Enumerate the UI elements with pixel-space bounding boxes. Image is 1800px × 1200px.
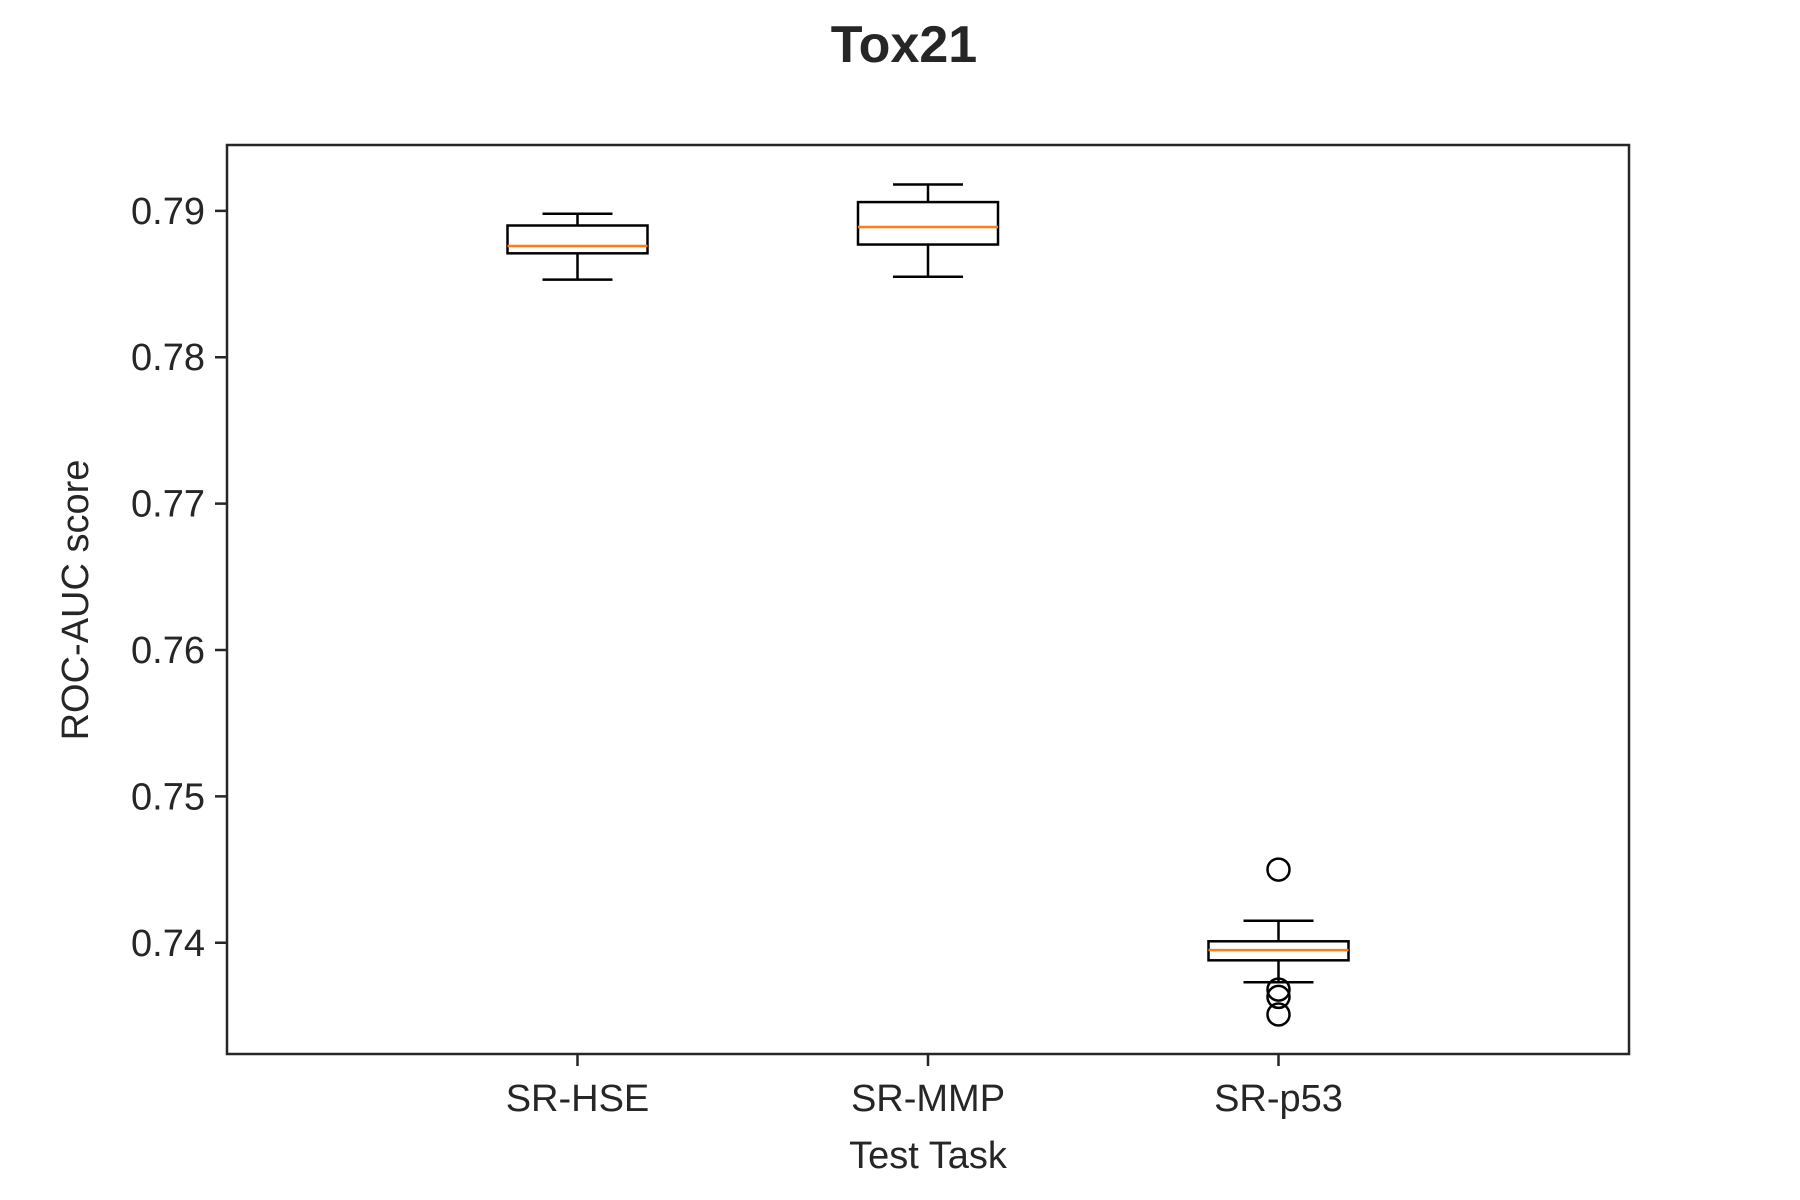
box-iqr [506,224,649,255]
x-axis-label: Test Task [849,1135,1008,1177]
x-tick-label: SR-p53 [1214,1078,1343,1120]
y-tick-label: 0.78 [131,337,205,379]
x-tick-label: SR-HSE [506,1078,650,1120]
y-tick-label: 0.74 [131,923,205,965]
outlier-point [1266,984,1291,1010]
chart-title: Tox21 [831,16,977,74]
box-iqr [856,200,1000,246]
y-axis-label: ROC-AUC score [55,460,97,741]
y-tick-label: 0.75 [131,776,205,818]
y-tick-label: 0.76 [131,630,205,672]
outlier-point [1266,857,1291,882]
boxes [506,183,1350,1027]
outlier-point [1266,977,1291,1002]
outlier-point [1266,1002,1291,1027]
y-tick-label: 0.77 [131,484,205,526]
box-sr-hse [506,212,649,281]
x-tick-label: SR-MMP [851,1078,1005,1120]
box-sr-p53 [1207,857,1350,1027]
box-sr-mmp [856,183,1000,278]
x-axis: SR-HSE SR-MMP SR-p53 [506,1054,1343,1120]
y-axis: 0.74 0.75 0.76 0.77 0.78 0.79 [131,191,227,965]
plot-frame [225,143,1631,1056]
y-tick-label: 0.79 [131,191,205,233]
